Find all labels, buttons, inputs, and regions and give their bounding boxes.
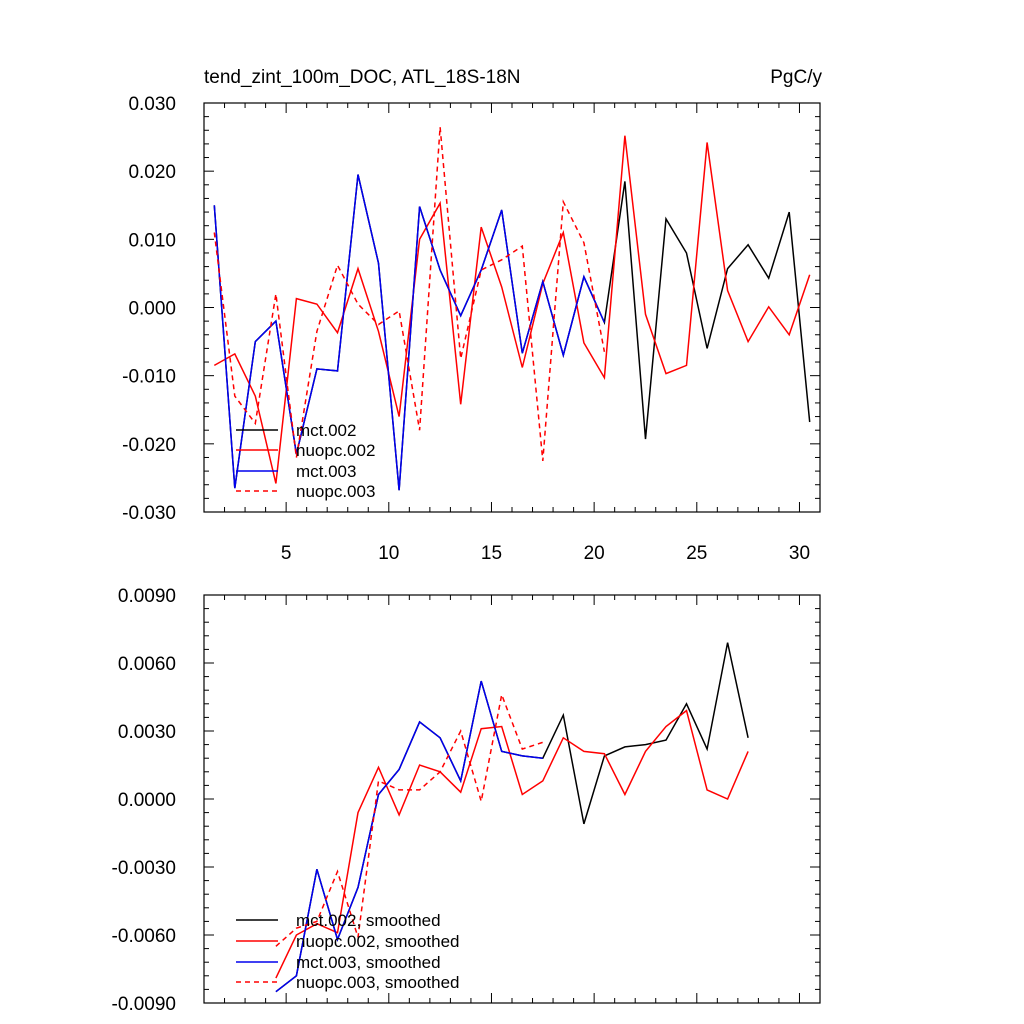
y-tick-label: 0.020 (128, 162, 176, 183)
series-line-mct-003-smoothed (275, 680, 543, 993)
y-tick-label: 0.0090 (118, 586, 176, 607)
y-tick-label: 0.0030 (118, 722, 176, 743)
legend-label: mct.002 (296, 421, 356, 440)
y-tick-label: 0.000 (128, 299, 176, 320)
y-tick-label: -0.0090 (112, 994, 176, 1015)
x-tick-label: 20 (584, 543, 605, 564)
x-tick-label: 10 (378, 543, 399, 564)
series-line-mct-003 (213, 174, 606, 491)
y-tick-label: 0.0000 (118, 790, 176, 811)
x-tick-label: 5 (281, 543, 292, 564)
y-tick-label: 0.030 (128, 94, 176, 115)
legend-label: mct.003 (296, 462, 356, 481)
y-tick-label: -0.0060 (112, 926, 176, 947)
top-chart-units: PgC/y (770, 67, 822, 88)
x-tick-label: 25 (686, 543, 707, 564)
legend-label: mct.003, smoothed (296, 953, 441, 972)
top-panel: tend_zint_100m_DOC, ATL_18S-18N PgC/y 5 1… (122, 67, 822, 564)
legend-label: mct.002, smoothed (296, 911, 441, 930)
y-tick-label: -0.0030 (112, 858, 176, 879)
y-tick-label: -0.010 (122, 367, 176, 388)
y-tick-label: 0.010 (128, 230, 176, 251)
legend-label: nuopc.002, smoothed (296, 932, 460, 951)
bottom-panel: -0.0090 -0.0060 -0.0030 0.0000 0.0030 0.0060 0… (112, 586, 821, 1015)
series-line-nuopc-002 (213, 135, 811, 484)
top-chart-title: tend_zint_100m_DOC, ATL_18S-18N (204, 67, 521, 88)
y-tick-label: 0.0060 (118, 654, 176, 675)
legend-label: nuopc.002 (296, 441, 375, 460)
legend-label: nuopc.003, smoothed (296, 973, 460, 992)
series-line-nuopc-003 (213, 126, 606, 461)
y-tick-label: -0.030 (122, 503, 176, 524)
series-line-nuopc-002-smoothed (275, 709, 749, 979)
y-tick-label: -0.020 (122, 435, 176, 456)
legend-label: nuopc.003 (296, 482, 375, 501)
x-tick-label: 30 (789, 543, 810, 564)
x-tick-label: 15 (481, 543, 502, 564)
series-line-nuopc-003-smoothed (275, 691, 544, 947)
